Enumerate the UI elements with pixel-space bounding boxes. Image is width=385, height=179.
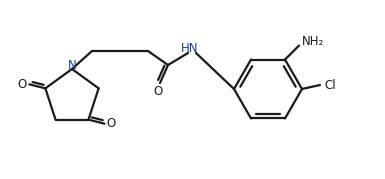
Text: NH₂: NH₂ [302, 35, 324, 48]
Text: O: O [153, 84, 162, 98]
Text: O: O [107, 117, 116, 130]
Text: N: N [68, 59, 76, 71]
Text: O: O [18, 78, 27, 91]
Text: Cl: Cl [324, 79, 336, 91]
Text: HN: HN [181, 42, 199, 54]
